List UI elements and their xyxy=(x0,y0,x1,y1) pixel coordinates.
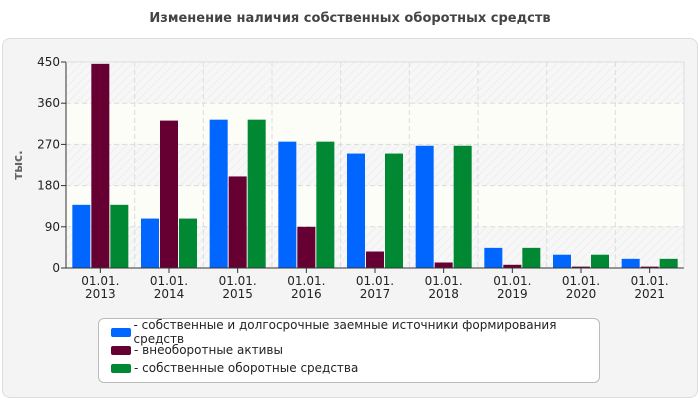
bar-1 xyxy=(297,226,316,268)
x-tick-label: 01.01. xyxy=(81,274,119,288)
bar-2 xyxy=(591,254,609,268)
x-tick-label: 2014 xyxy=(154,287,185,301)
legend-swatch xyxy=(111,345,131,355)
bar-2 xyxy=(247,119,266,269)
bar-0 xyxy=(621,258,640,268)
bar-0 xyxy=(553,254,571,268)
x-tick-label: 01.01. xyxy=(287,274,325,288)
x-tick-label: 01.01. xyxy=(562,274,600,288)
x-tick-label: 2020 xyxy=(566,287,597,301)
bar-1 xyxy=(160,120,178,269)
bar-2 xyxy=(659,258,678,268)
y-tick-label: 360 xyxy=(37,96,60,110)
x-tick-label: 2017 xyxy=(360,287,391,301)
x-tick-label: 01.01. xyxy=(356,274,394,288)
y-tick-label: 270 xyxy=(37,137,60,151)
bar-2 xyxy=(385,153,403,268)
x-tick-label: 01.01. xyxy=(493,274,531,288)
y-tick-label: 0 xyxy=(52,261,60,275)
bar-1 xyxy=(572,266,590,268)
bar-1 xyxy=(434,262,453,268)
bar-0 xyxy=(72,204,91,268)
legend-item: - внеоборотные активы xyxy=(111,342,283,358)
x-tick-label: 2015 xyxy=(222,287,253,301)
legend-label: - собственные и долгосрочные заемные ист… xyxy=(133,318,557,346)
x-tick-label: 2016 xyxy=(291,287,322,301)
y-tick-label: 450 xyxy=(37,55,60,69)
bar-1 xyxy=(91,63,110,268)
bar-0 xyxy=(209,119,228,269)
x-tick-label: 2013 xyxy=(85,287,116,301)
legend: - собственные и долгосрочные заемные ист… xyxy=(98,318,600,383)
bar-1 xyxy=(366,251,384,268)
legend-label: - внеоборотные активы xyxy=(134,343,283,357)
bar-0 xyxy=(484,247,503,268)
bar-0 xyxy=(347,153,365,268)
bar-2 xyxy=(316,141,335,268)
y-tick-label: 90 xyxy=(45,220,60,234)
bar-0 xyxy=(141,218,159,268)
bar-2 xyxy=(179,218,197,268)
y-axis-label: тыс. xyxy=(11,150,25,179)
chart-title: Изменение наличия собственных оборотных … xyxy=(149,11,551,26)
x-tick-label: 01.01. xyxy=(631,274,669,288)
bar-2 xyxy=(110,204,129,268)
x-tick-label: 2021 xyxy=(634,287,665,301)
bar-0 xyxy=(278,141,297,268)
bar-0 xyxy=(415,145,434,268)
legend-swatch xyxy=(111,363,131,373)
bar-1 xyxy=(503,264,522,268)
bar-1 xyxy=(228,176,247,268)
legend-swatch xyxy=(111,327,131,337)
legend-item: - собственные и долгосрочные заемные ист… xyxy=(111,318,599,346)
plot-band xyxy=(66,103,684,145)
legend-item: - собственные оборотные средства xyxy=(111,360,358,376)
x-tick-label: 2019 xyxy=(497,287,528,301)
x-tick-label: 01.01. xyxy=(425,274,463,288)
x-tick-label: 01.01. xyxy=(219,274,257,288)
bar-1 xyxy=(640,266,659,268)
bar-2 xyxy=(453,145,472,268)
y-tick-label: 180 xyxy=(37,179,60,193)
x-tick-label: 01.01. xyxy=(150,274,188,288)
legend-label: - собственные оборотные средства xyxy=(134,361,359,375)
bar-2 xyxy=(522,247,541,268)
x-tick-label: 2018 xyxy=(428,287,459,301)
